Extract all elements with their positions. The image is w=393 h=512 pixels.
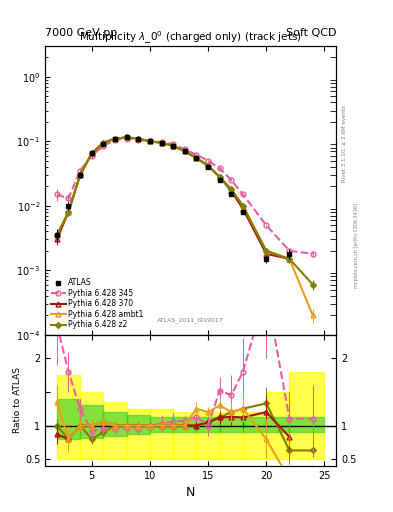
X-axis label: N: N [186,486,195,499]
Legend: ATLAS, Pythia 6.428 345, Pythia 6.428 370, Pythia 6.428 ambt1, Pythia 6.428 z2: ATLAS, Pythia 6.428 345, Pythia 6.428 37… [49,276,145,331]
Text: 7000 GeV pp: 7000 GeV pp [45,28,118,38]
Text: Rivet 3.1.10; ≥ 2.6M events: Rivet 3.1.10; ≥ 2.6M events [342,105,347,182]
Text: ATLAS_2011_I919017: ATLAS_2011_I919017 [157,317,224,323]
Y-axis label: Ratio to ATLAS: Ratio to ATLAS [13,367,22,433]
Title: Multiplicity $\lambda\_0^0$ (charged only) (track jets): Multiplicity $\lambda\_0^0$ (charged onl… [79,30,302,46]
Text: Soft QCD: Soft QCD [286,28,336,38]
Text: mcplots.cern.ch [arXiv:1306.3436]: mcplots.cern.ch [arXiv:1306.3436] [354,203,359,288]
